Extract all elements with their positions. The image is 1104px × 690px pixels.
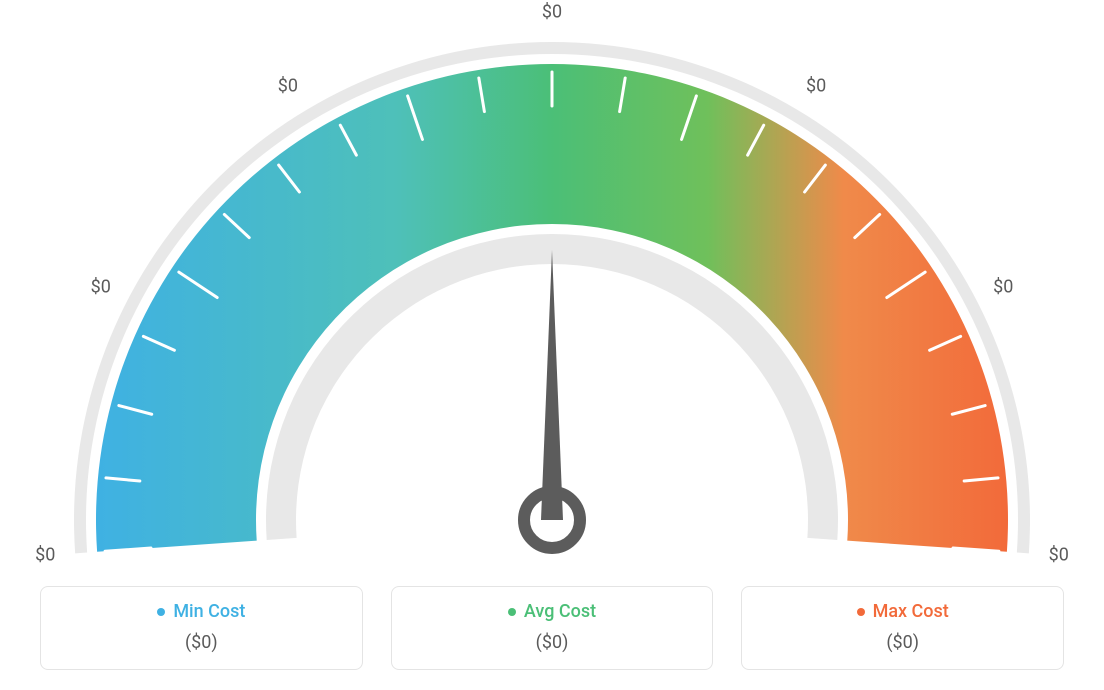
legend-text: Avg Cost <box>524 601 596 622</box>
legend-row: Min Cost ($0) Avg Cost ($0) Max Cost ($0… <box>40 586 1064 671</box>
legend-text: Min Cost <box>173 601 245 622</box>
legend-label-max: Max Cost <box>857 601 949 622</box>
scale-label: $0 <box>542 2 562 23</box>
legend-value-min: ($0) <box>51 632 352 653</box>
scale-label: $0 <box>35 545 55 566</box>
dot-icon <box>857 608 865 616</box>
gauge-svg <box>0 0 1104 560</box>
dot-icon <box>157 608 165 616</box>
legend-text: Max Cost <box>873 601 949 622</box>
dot-icon <box>508 608 516 616</box>
scale-label: $0 <box>993 276 1013 297</box>
legend-value-max: ($0) <box>752 632 1053 653</box>
legend-label-avg: Avg Cost <box>508 601 596 622</box>
legend-value-avg: ($0) <box>402 632 703 653</box>
scale-label: $0 <box>91 276 111 297</box>
legend-card-min: Min Cost ($0) <box>40 586 363 671</box>
scale-label: $0 <box>806 76 826 97</box>
legend-card-max: Max Cost ($0) <box>741 586 1064 671</box>
cost-gauge: $0$0$0$0$0$0$0 <box>0 0 1104 560</box>
scale-label: $0 <box>278 76 298 97</box>
legend-card-avg: Avg Cost ($0) <box>391 586 714 671</box>
scale-label: $0 <box>1049 545 1069 566</box>
legend-label-min: Min Cost <box>157 601 245 622</box>
